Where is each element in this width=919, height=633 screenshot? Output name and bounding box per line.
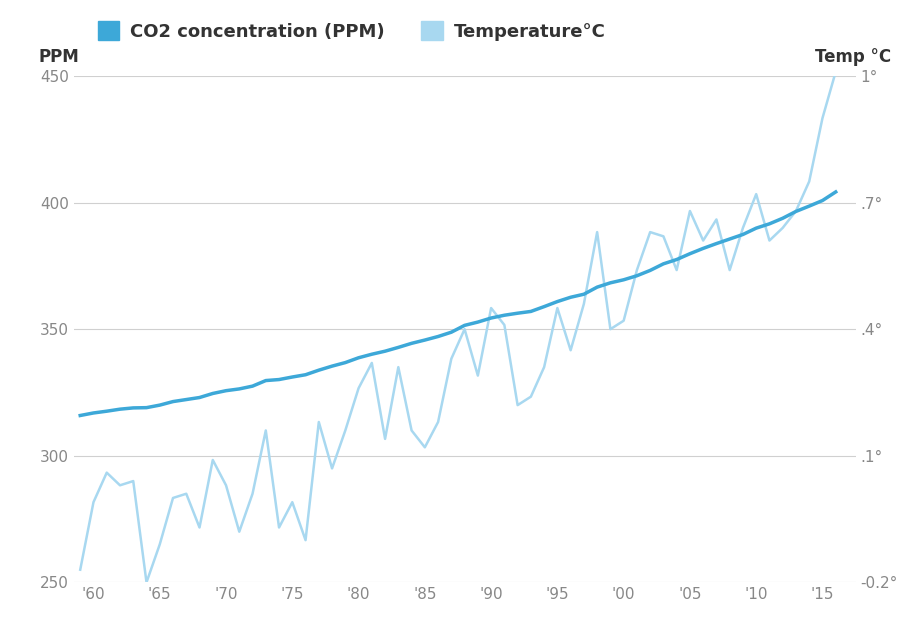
Legend: CO2 concentration (PPM), Temperature°C: CO2 concentration (PPM), Temperature°C (90, 14, 612, 48)
Text: Temp °C: Temp °C (814, 48, 890, 66)
Text: PPM: PPM (39, 48, 79, 66)
